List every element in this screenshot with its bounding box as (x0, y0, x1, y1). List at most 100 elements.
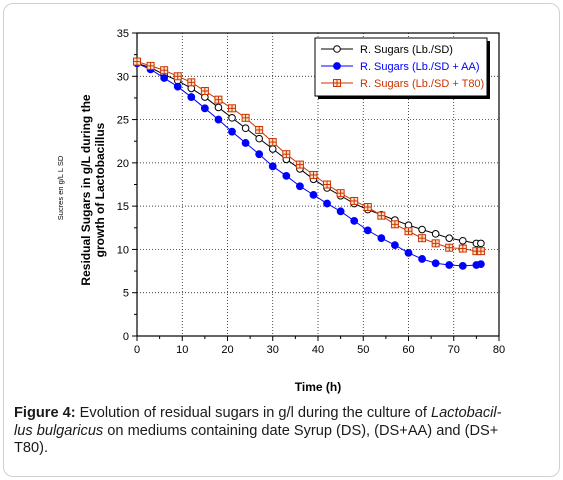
legend-item-1: R. Sugars (Lb./SD) (321, 44, 453, 56)
y-tick-label: 5 (123, 288, 129, 300)
data-point (173, 72, 182, 81)
data-point (333, 79, 341, 87)
data-point (255, 150, 264, 159)
data-point (146, 61, 155, 70)
data-point (255, 134, 263, 143)
data-point (214, 95, 223, 104)
data-point (476, 247, 485, 256)
y-axis-label-line2: growth of Lactobacillus (93, 122, 107, 257)
caption-text-3: T80). (14, 440, 49, 456)
series-2 (133, 59, 485, 270)
data-point (200, 87, 209, 96)
data-point (377, 234, 386, 243)
x-tick-label: 30 (267, 344, 279, 356)
data-point (477, 239, 485, 248)
x-tick-label: 40 (312, 344, 324, 356)
data-point (418, 234, 427, 243)
figure-caption: Figure 4: Evolution of residual sugars i… (14, 405, 549, 458)
legend-item-3: R. Sugars (Lb./SD + T80) (321, 78, 484, 90)
series-layer (133, 57, 485, 270)
data-point (187, 78, 196, 87)
y-tick-label: 0 (123, 331, 129, 343)
data-point (458, 261, 467, 270)
axis-ticks: 0 10 20 30 40 50 60 70 80 0 5 10 15 20 25 30 35 (117, 28, 505, 356)
data-point (228, 114, 236, 122)
data-point (309, 190, 318, 199)
x-tick-label: 10 (176, 344, 188, 356)
data-point (282, 150, 291, 159)
data-point (404, 248, 413, 257)
chart: 0 10 20 30 40 50 60 70 80 0 5 10 15 20 25 30 35 Time (h)… (56, 28, 505, 394)
data-point (241, 113, 250, 122)
data-point (445, 243, 454, 252)
legend: R. Sugars (Lb./SD) R. Sugars (Lb./SD + AA… (314, 37, 490, 99)
data-point (458, 244, 467, 253)
legend-shadow-bottom (318, 96, 490, 99)
caption-italic-1: Lactobacil- (430, 405, 502, 421)
y-tick-label: 35 (117, 28, 129, 40)
data-point (214, 103, 223, 112)
data-point (200, 104, 209, 113)
legend-label: R. Sugars (Lb./SD) (360, 44, 453, 56)
x-tick-label: 20 (221, 344, 233, 356)
data-point (431, 230, 440, 238)
data-point (333, 62, 341, 70)
y-tick-label: 25 (117, 115, 129, 127)
data-point (173, 82, 182, 91)
data-point (228, 104, 237, 113)
data-point (350, 196, 359, 205)
data-point (228, 127, 236, 136)
data-point (282, 171, 291, 180)
y-tick-label: 30 (117, 71, 129, 83)
data-point (133, 57, 141, 66)
data-point (268, 145, 277, 153)
data-point (187, 93, 196, 101)
legend-items: R. Sugars (Lb./SD) R. Sugars (Lb./SD + AA… (321, 44, 484, 90)
data-point (160, 74, 169, 82)
caption-italic-2: lus bulgaricus (14, 422, 104, 439)
y-axis-label-line1: Residual Sugars in g/L during the (79, 94, 93, 285)
legend-label: R. Sugars (Lb./SD + AA) (360, 61, 480, 73)
data-point (295, 160, 304, 169)
legend-shadow-right (487, 41, 490, 99)
data-point (404, 227, 413, 236)
data-point (255, 125, 264, 134)
y-axis-label-small: Sucres en g/L L SD (56, 155, 65, 220)
data-point (160, 66, 169, 75)
data-point (431, 259, 440, 268)
data-point (241, 124, 250, 133)
data-point (323, 199, 331, 208)
data-point (241, 139, 250, 147)
data-point (363, 203, 372, 212)
legend-item-2: R. Sugars (Lb./SD + AA) (321, 61, 480, 73)
x-tick-label: 0 (134, 344, 140, 356)
data-point (336, 189, 345, 198)
data-point (445, 261, 454, 269)
data-point (350, 216, 359, 225)
data-point (390, 220, 399, 229)
y-tick-label: 20 (117, 158, 129, 170)
legend-box (314, 37, 488, 97)
y-tick-label: 15 (117, 201, 129, 213)
x-tick-label: 80 (493, 344, 505, 356)
grid-lines (137, 33, 499, 336)
data-point (377, 211, 386, 220)
data-point (336, 207, 345, 216)
data-point (431, 239, 440, 248)
x-tick-label: 60 (402, 344, 414, 356)
data-point (333, 45, 341, 53)
data-point (309, 170, 318, 179)
data-point (445, 234, 454, 242)
data-point (391, 241, 399, 250)
data-point (214, 115, 223, 124)
x-tick-label: 70 (448, 344, 460, 356)
data-point (268, 162, 277, 171)
caption-text-1: Evolution of residual sugars in g/l duri… (75, 405, 431, 421)
x-axis-label: Time (h) (295, 380, 341, 394)
data-point (295, 182, 304, 191)
data-point (418, 255, 426, 263)
caption-label: Figure 4: (14, 405, 76, 421)
x-tick-label: 50 (357, 344, 369, 356)
data-point (459, 236, 467, 245)
data-point (363, 226, 372, 235)
